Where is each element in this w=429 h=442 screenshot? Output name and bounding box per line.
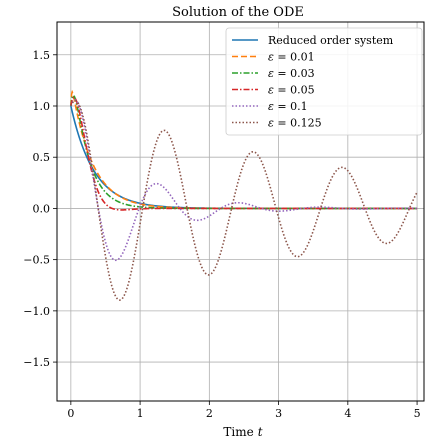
legend-box — [225, 27, 423, 136]
series-layer — [70, 89, 418, 301]
y-tick-label: −1.5 — [23, 356, 50, 369]
y-tick-label: 1.5 — [33, 49, 51, 62]
x-tick-label: 4 — [344, 407, 351, 420]
legend-label: Reduced order system — [268, 34, 394, 47]
x-tick-label: 3 — [275, 407, 282, 420]
y-tick-label: −0.5 — [23, 254, 50, 267]
x-axis-title: Time t — [223, 425, 262, 439]
plot-frame — [56, 21, 425, 402]
ticks: 0 1 2 3 4 5 1.5 1.0 0.5 0.0 −0.5 −1.0 −1.5 — [23, 49, 420, 420]
legend-label: ε = 0.05 — [268, 84, 315, 97]
legend-label: ε = 0.03 — [268, 67, 315, 80]
legend-label: ε = 0.01 — [268, 51, 315, 64]
y-tick-label: 0.0 — [33, 202, 51, 215]
y-tick-label: −1.0 — [23, 305, 50, 318]
chart-title: Solution of the ODE — [172, 5, 304, 20]
series-line — [70, 99, 418, 262]
x-tick-label: 2 — [206, 407, 213, 420]
x-axis-title-text: Time — [223, 425, 253, 439]
x-tick-label: 0 — [67, 407, 74, 420]
series-line — [70, 100, 418, 301]
x-tick-label: 1 — [137, 407, 144, 420]
x-tick-label: 5 — [414, 407, 421, 420]
legend-label: ε = 0.1 — [268, 100, 308, 113]
y-tick-label: 1.0 — [33, 100, 51, 113]
x-axis-title-var: t — [258, 425, 263, 439]
y-tick-label: 0.5 — [33, 151, 51, 164]
legend-label: ε = 0.125 — [268, 117, 322, 130]
legend: Reduced order system ε = 0.01 ε = 0.03 ε = … — [225, 27, 423, 136]
